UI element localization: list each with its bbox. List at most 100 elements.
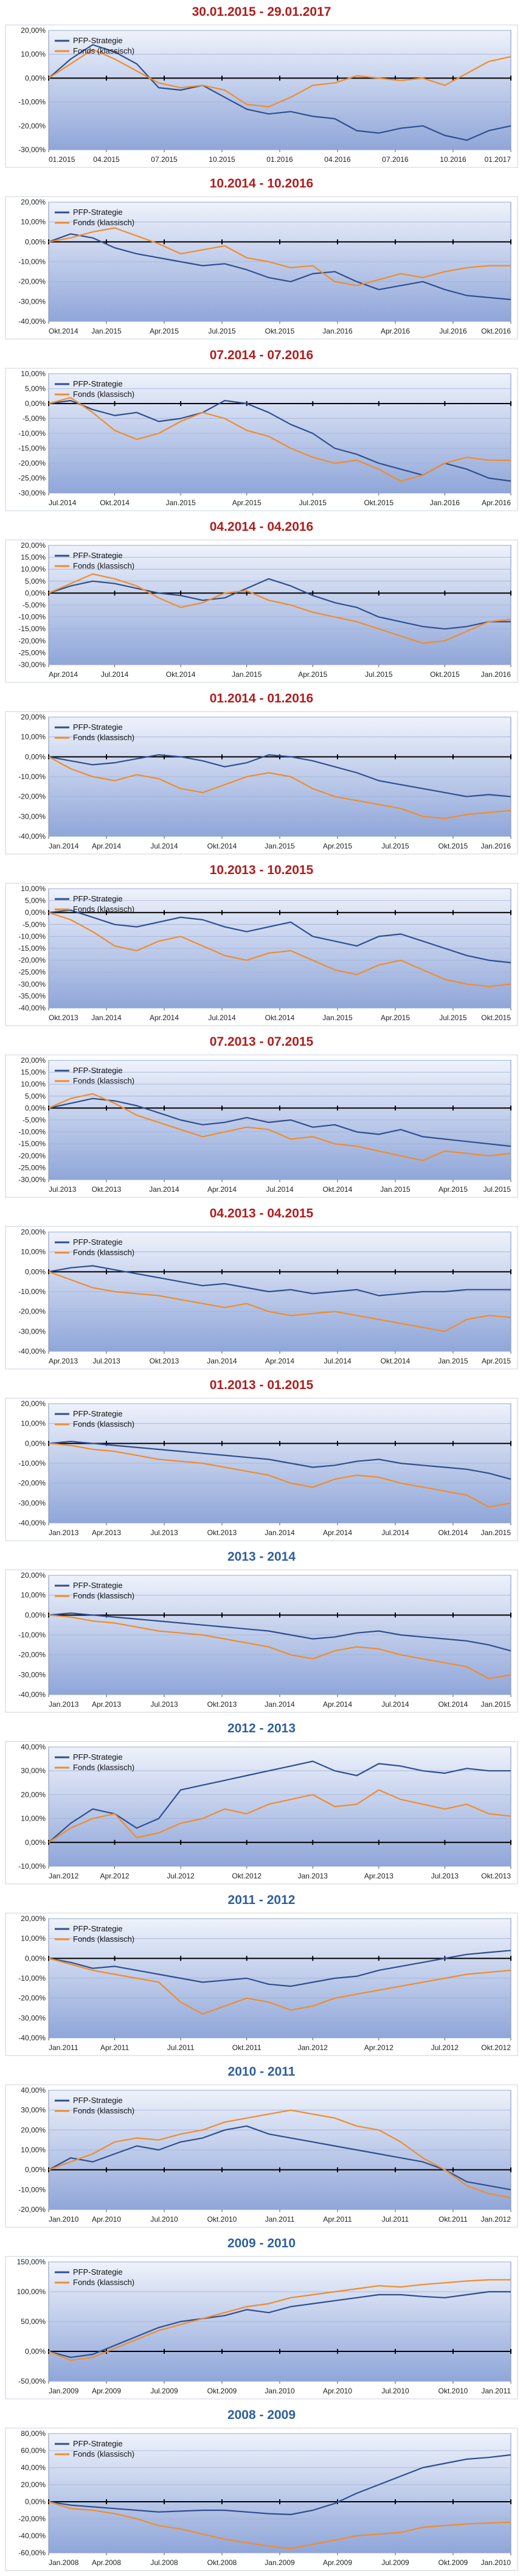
y-tick-label: 5,00% (25, 1092, 46, 1101)
y-tick-label: -20,00% (18, 1152, 46, 1160)
y-tick-label: -20,00% (18, 793, 46, 801)
y-tick-label: -10,00% (18, 429, 46, 438)
y-tick-label: -25,00% (18, 474, 46, 483)
x-tick-label: Jul.2015 (381, 842, 409, 850)
y-tick-label: 0,00% (25, 2497, 46, 2506)
y-tick-label: 5,00% (25, 577, 46, 586)
series-line-fonds-klassisch (48, 573, 511, 644)
x-tick-label: Jan.2010 (265, 2387, 295, 2395)
x-tick-label: Okt.2014 (49, 327, 78, 335)
x-tick-label: Jul.2015 (483, 1185, 511, 1194)
series-line-pfp-strategie (48, 1950, 511, 1987)
legend-label: PFP-Strategie (73, 2267, 123, 2277)
chart-block: 07.2013 - 07.2015 20,00% 15,00% 10,00% 5,00%… (0, 1030, 523, 1202)
legend-label: Fonds (klassisch) (73, 1934, 134, 1944)
legend-label: Fonds (klassisch) (73, 1076, 134, 1085)
x-tick-label: Jan.2016 (481, 670, 511, 679)
legend-label: PFP-Strategie (73, 551, 123, 560)
series-line-pfp-strategie (48, 909, 511, 964)
y-tick-label: -40,00% (18, 2532, 46, 2540)
y-tick-label: 10,00% (21, 884, 46, 893)
x-tick-label: Okt.2010 (438, 2387, 468, 2395)
legend-label: Fonds (klassisch) (73, 2449, 134, 2459)
series-line-pfp-strategie (48, 2454, 511, 2516)
series-line-fonds-klassisch (48, 397, 511, 482)
y-tick-label: 20,00% (21, 2480, 46, 2489)
y-tick-label: 5,00% (25, 897, 46, 905)
x-tick-label: Jul.2014 (208, 1013, 236, 1022)
x-tick-label: Apr.2011 (100, 2043, 129, 2052)
x-tick-label: Jan.2009 (265, 2558, 295, 2567)
y-tick-label: -50,00% (18, 2377, 46, 2385)
x-tick-label: Okt.2013 (207, 1528, 237, 1537)
x-tick-label: Apr.2010 (323, 2387, 352, 2395)
y-tick-label: 10,00% (21, 565, 46, 573)
x-tick-label: Okt.2014 (438, 1528, 468, 1537)
x-tick-label: 01.2015 (49, 155, 75, 164)
x-tick-label: Jan.2010 (49, 2215, 79, 2224)
x-tick-label: Jan.2015 (165, 499, 196, 507)
x-tick-label: Okt.2014 (323, 1185, 353, 1194)
chart-block: 07.2014 - 07.2016 10,00% 5,00% 0,00% -5,00% -… (0, 343, 523, 515)
x-tick-label: Apr.2015 (298, 670, 327, 679)
y-tick-label: -20,00% (18, 1307, 46, 1316)
y-tick-label: -20,00% (18, 122, 46, 130)
series-line-fonds-klassisch (48, 2279, 511, 2361)
y-tick-label: 0,00% (25, 74, 46, 82)
x-tick-label: Jan.2008 (49, 2558, 79, 2567)
x-tick-label: Jan.2013 (49, 1700, 79, 1709)
x-tick-label: Jan.2015 (438, 1357, 468, 1365)
x-tick-label: Jan.2014 (149, 1185, 179, 1194)
y-tick-label: 20,00% (21, 1914, 46, 1923)
x-tick-label: Jul.2013 (431, 1872, 459, 1880)
line-chart: 40,00% 30,00% 20,00% 10,00% 0,00% -10,00% -20,… (5, 2084, 518, 2228)
chart-title: 04.2014 - 04.2016 (209, 520, 314, 534)
x-tick-label: 04.2016 (324, 155, 351, 164)
y-tick-label: -5,00% (23, 920, 46, 929)
series-line-pfp-strategie (48, 1265, 511, 1297)
x-tick-label: Okt.2015 (481, 1013, 511, 1022)
y-tick-label: 30,00% (21, 2106, 46, 2115)
series-line-fonds-klassisch (48, 1443, 511, 1508)
y-tick-label: 0,00% (25, 1611, 46, 1619)
series-line-pfp-strategie (48, 1097, 511, 1147)
y-tick-label: 0,00% (25, 1267, 46, 1276)
y-tick-label: 20,00% (21, 1790, 46, 1799)
y-tick-label: -15,00% (18, 444, 46, 453)
chart-title: 10.2014 - 10.2016 (209, 177, 314, 191)
legend-label: PFP-Strategie (73, 2439, 123, 2448)
y-tick-label: 20,00% (21, 26, 46, 35)
x-tick-label: Okt.2012 (232, 1872, 262, 1880)
x-tick-label: Apr.2009 (323, 2558, 352, 2567)
y-tick-label: 20,00% (21, 2126, 46, 2134)
y-tick-label: -30,00% (18, 1670, 46, 1679)
y-tick-label: -30,00% (18, 2014, 46, 2022)
y-tick-label: 10,00% (21, 1080, 46, 1088)
x-tick-label: Okt.2014 (381, 1357, 410, 1365)
y-tick-label: -30,00% (18, 812, 46, 821)
chart-title: 2008 - 2009 (227, 2408, 296, 2422)
x-tick-label: Apr.2016 (381, 327, 410, 335)
x-tick-label: Okt.2008 (207, 2558, 237, 2567)
y-tick-label: 60,00% (21, 2446, 46, 2455)
x-tick-label: Jan.2015 (91, 327, 122, 335)
chart-title: 07.2013 - 07.2015 (209, 1035, 314, 1049)
x-tick-label: Jan.2014 (265, 1700, 295, 1709)
y-tick-label: 20,00% (21, 541, 46, 550)
y-tick-label: 0,00% (25, 589, 46, 597)
y-tick-label: 0,00% (25, 908, 46, 917)
y-tick-label: 0,00% (25, 1838, 46, 1847)
x-tick-label: Jul.2014 (150, 842, 178, 850)
y-tick-label: -40,00% (18, 317, 46, 326)
y-tick-label: -10,00% (18, 772, 46, 781)
x-tick-label: Jan.2014 (265, 1528, 295, 1537)
y-tick-label: 150,00% (17, 2258, 46, 2266)
y-tick-label: -30,00% (18, 1175, 46, 1184)
x-tick-label: Jan.2014 (49, 842, 79, 850)
y-tick-label: 10,00% (21, 50, 46, 58)
y-tick-label: -40,00% (18, 1690, 46, 1699)
x-tick-label: Jul.2014 (266, 1185, 294, 1194)
y-tick-label: -20,00% (18, 1994, 46, 2003)
x-tick-label: Jul.2015 (208, 327, 236, 335)
